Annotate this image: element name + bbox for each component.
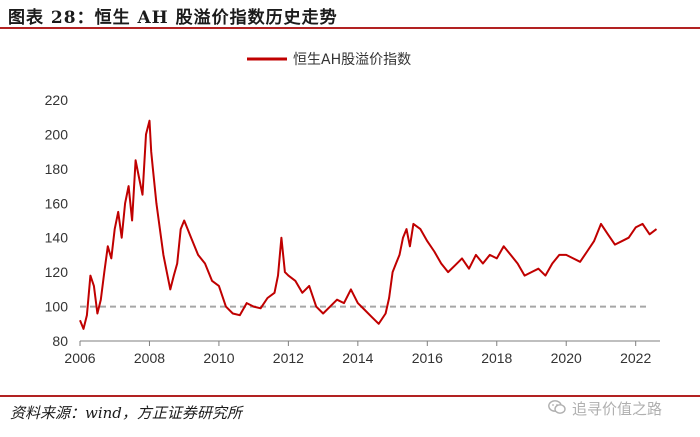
top-rule xyxy=(0,27,700,29)
x-tick-label: 2022 xyxy=(620,350,651,366)
y-tick-label: 180 xyxy=(45,161,69,177)
x-tick-label: 2006 xyxy=(64,350,95,366)
x-tick-label: 2016 xyxy=(412,350,443,366)
y-tick-label: 80 xyxy=(52,333,68,349)
y-tick-label: 200 xyxy=(45,126,69,142)
watermark: 追寻价值之路 xyxy=(548,398,662,419)
series-line xyxy=(79,119,658,330)
y-tick-label: 140 xyxy=(45,230,69,246)
x-tick-label: 2008 xyxy=(134,350,165,366)
legend-label: 恒生AH股溢价指数 xyxy=(293,52,411,68)
x-tick-label: 2012 xyxy=(273,350,304,366)
x-tick-label: 2018 xyxy=(481,350,512,366)
y-tick-label: 100 xyxy=(45,299,69,315)
x-tick-label: 2010 xyxy=(203,350,234,366)
x-tick-label: 2014 xyxy=(342,350,373,366)
source-note: 资料来源：wind，方正证券研究所 xyxy=(10,404,242,422)
wechat-icon xyxy=(548,399,566,419)
series-group xyxy=(79,119,658,330)
axes: 80 100 120 140 160 180 200 220 2006 2008 2010 2012 2… xyxy=(45,92,660,366)
figure-title: 图表 28：恒生 AH 股溢价指数历史走势 xyxy=(8,8,338,28)
legend: 恒生AH股溢价指数 xyxy=(247,52,411,68)
watermark-text: 追寻价值之路 xyxy=(572,400,663,418)
y-tick-label: 220 xyxy=(45,92,69,108)
y-tick-label: 160 xyxy=(45,195,69,211)
y-tick-label: 120 xyxy=(45,264,69,280)
line-chart: 80 100 120 140 160 180 200 220 2006 2008 2010 2012 2… xyxy=(45,52,660,366)
bottom-rule xyxy=(0,395,700,397)
x-tick-label: 2020 xyxy=(551,350,582,366)
